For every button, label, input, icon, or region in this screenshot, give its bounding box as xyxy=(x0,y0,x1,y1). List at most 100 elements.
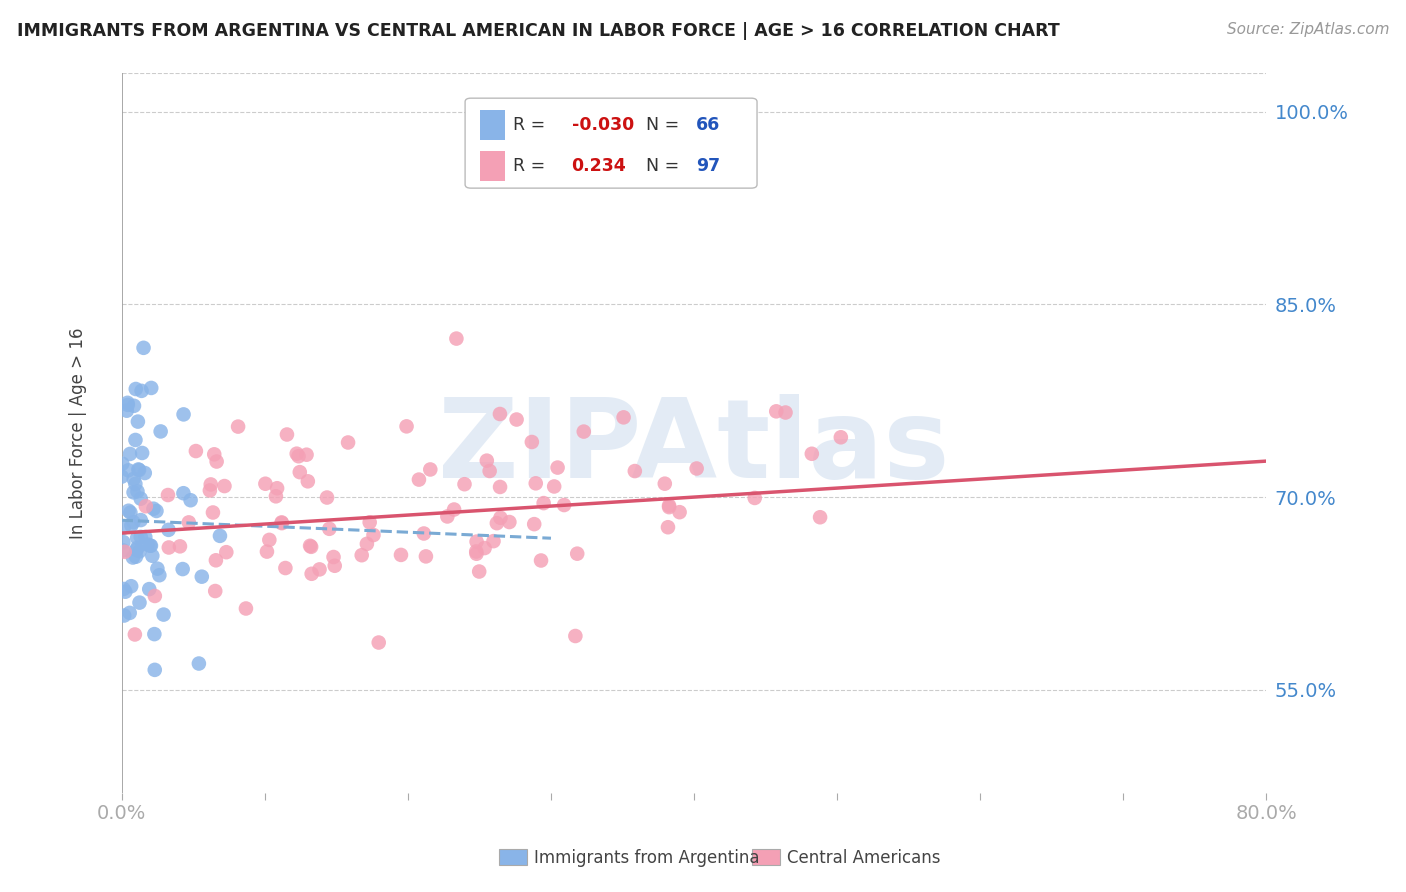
Text: Central Americans: Central Americans xyxy=(787,849,941,867)
Bar xyxy=(499,849,527,865)
Point xyxy=(122,472,145,486)
Point xyxy=(564,629,586,643)
Point xyxy=(129,530,152,544)
Point xyxy=(121,550,143,565)
Point xyxy=(184,444,207,458)
Point xyxy=(114,584,136,599)
Point xyxy=(122,399,145,413)
Point xyxy=(654,476,676,491)
Point xyxy=(323,558,346,573)
Point xyxy=(111,457,134,471)
Text: N =: N = xyxy=(645,157,685,176)
Point xyxy=(744,491,766,505)
Text: 97: 97 xyxy=(696,157,720,176)
Point xyxy=(122,485,145,500)
Point xyxy=(129,491,152,506)
Point xyxy=(112,521,135,535)
Point xyxy=(765,404,787,418)
Point xyxy=(142,501,165,516)
Point xyxy=(453,477,475,491)
Point xyxy=(266,481,288,495)
Point xyxy=(112,608,135,623)
Point xyxy=(465,544,488,558)
Point xyxy=(125,549,148,564)
Point xyxy=(127,541,149,555)
Text: IMMIGRANTS FROM ARGENTINA VS CENTRAL AMERICAN IN LABOR FORCE | AGE > 16 CORRELAT: IMMIGRANTS FROM ARGENTINA VS CENTRAL AME… xyxy=(17,22,1060,40)
Point xyxy=(299,539,322,553)
Point xyxy=(112,543,135,558)
Point xyxy=(157,523,180,537)
Point xyxy=(446,332,468,346)
Point xyxy=(256,544,278,558)
Point xyxy=(465,534,488,549)
Point xyxy=(152,607,174,622)
Point xyxy=(489,480,512,494)
Point xyxy=(172,562,194,576)
Text: -0.030: -0.030 xyxy=(572,116,634,134)
Point xyxy=(131,384,153,398)
Point xyxy=(235,601,257,615)
Point xyxy=(533,496,555,510)
Point xyxy=(408,473,430,487)
Point xyxy=(128,596,150,610)
Point xyxy=(350,548,373,562)
Point xyxy=(478,464,501,478)
Point xyxy=(337,435,360,450)
Point xyxy=(198,483,221,498)
Point xyxy=(800,447,823,461)
Point xyxy=(149,425,172,439)
Point xyxy=(523,517,546,532)
Bar xyxy=(479,152,505,181)
Point xyxy=(553,498,575,512)
Point xyxy=(173,408,195,422)
Point xyxy=(200,477,222,491)
Point xyxy=(489,510,512,524)
Point xyxy=(141,381,163,395)
Point xyxy=(285,447,308,461)
Text: R =: R = xyxy=(513,157,557,176)
Point xyxy=(125,382,148,396)
Point xyxy=(125,542,148,557)
Point xyxy=(177,516,200,530)
Point xyxy=(505,412,527,426)
Text: In Labor Force | Age > 16: In Labor Force | Age > 16 xyxy=(69,327,87,539)
Point xyxy=(367,635,389,649)
Point xyxy=(120,506,142,520)
Point xyxy=(543,479,565,493)
Point xyxy=(127,462,149,476)
Point xyxy=(138,582,160,596)
Point xyxy=(322,549,344,564)
Point xyxy=(139,539,162,553)
Point xyxy=(112,582,135,596)
Point xyxy=(134,530,156,544)
Point xyxy=(808,510,831,524)
Point xyxy=(624,464,647,478)
Point xyxy=(415,549,437,564)
Point xyxy=(122,515,145,529)
Point xyxy=(270,516,292,530)
Point xyxy=(145,504,167,518)
Point xyxy=(356,537,378,551)
Point xyxy=(214,479,236,493)
Point xyxy=(124,476,146,491)
Point xyxy=(297,475,319,489)
Point xyxy=(124,627,146,641)
Point xyxy=(141,549,163,563)
Point xyxy=(359,516,381,530)
Point xyxy=(204,584,226,599)
Point xyxy=(613,410,636,425)
Point xyxy=(668,505,690,519)
Point xyxy=(128,463,150,477)
Point xyxy=(118,606,141,620)
Point xyxy=(270,516,292,530)
Point xyxy=(139,539,162,553)
Point xyxy=(115,403,138,417)
Point xyxy=(264,489,287,503)
Point xyxy=(111,469,134,483)
Point xyxy=(156,488,179,502)
Text: Immigrants from Argentina: Immigrants from Argentina xyxy=(534,849,759,867)
Text: R =: R = xyxy=(513,116,551,134)
Point xyxy=(287,449,309,463)
Point xyxy=(205,553,228,567)
Point xyxy=(201,506,224,520)
